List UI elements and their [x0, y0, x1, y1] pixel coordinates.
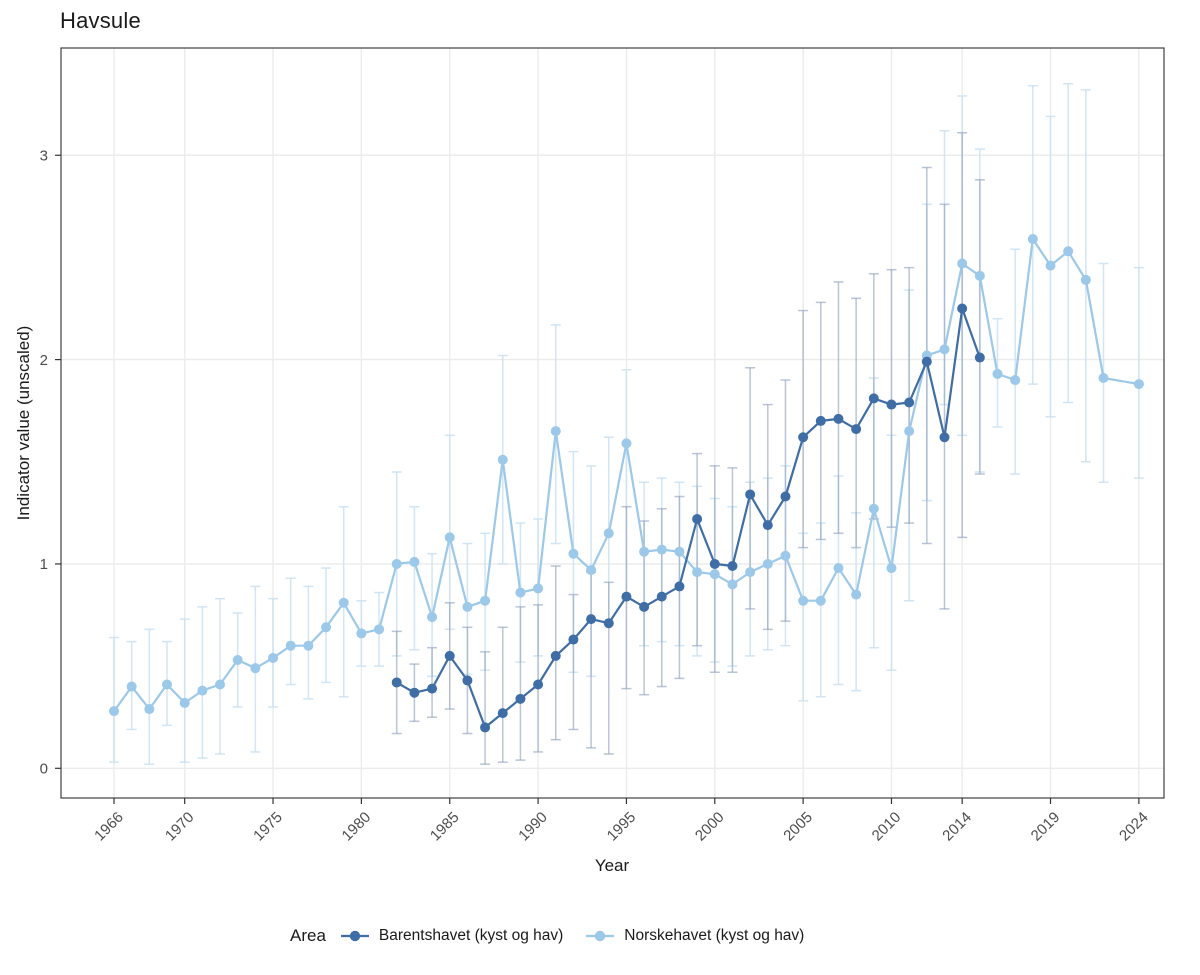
legend-title: Area [290, 926, 326, 945]
svg-text:1995: 1995 [604, 809, 640, 845]
chart-title: Havsule [60, 8, 141, 33]
svg-text:1970: 1970 [162, 809, 198, 845]
svg-text:1975: 1975 [250, 809, 286, 845]
x-axis-label: Year [594, 856, 630, 875]
svg-text:2000: 2000 [692, 809, 728, 845]
legend-item-norskehavet: Norskehavet (kyst og hav) [585, 927, 804, 945]
legend-item-barentshavet: Barentshavet (kyst og hav) [340, 927, 563, 945]
svg-text:2024: 2024 [1116, 809, 1152, 845]
svg-text:1985: 1985 [427, 809, 463, 845]
svg-text:2019: 2019 [1028, 809, 1064, 845]
norskehavet-line-marker-icon [586, 930, 615, 942]
svg-text:2005: 2005 [780, 809, 816, 845]
svg-text:2014: 2014 [939, 809, 975, 845]
svg-text:1990: 1990 [515, 809, 551, 845]
svg-text:2: 2 [40, 352, 48, 369]
barentshavet-line-marker-icon [340, 930, 369, 942]
svg-text:1: 1 [40, 556, 48, 573]
legend: Area Barentshavet (kyst og hav) Norskeha… [290, 920, 826, 952]
legend-label-barentshavet: Barentshavet (kyst og hav) [378, 927, 564, 944]
svg-text:0: 0 [40, 761, 48, 778]
svg-text:1980: 1980 [339, 809, 375, 845]
svg-text:3: 3 [40, 148, 48, 165]
svg-text:2010: 2010 [869, 809, 905, 845]
svg-text:1966: 1966 [91, 809, 127, 845]
legend-label-norskehavet: Norskehavet (kyst og hav) [624, 927, 805, 944]
